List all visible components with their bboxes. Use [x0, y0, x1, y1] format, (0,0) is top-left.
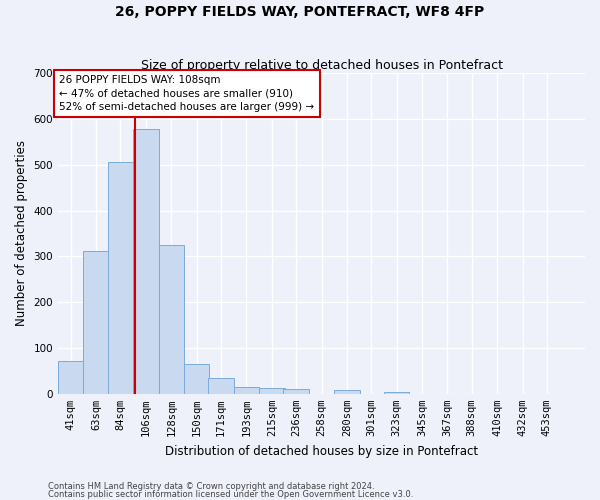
Text: Contains public sector information licensed under the Open Government Licence v3: Contains public sector information licen… — [48, 490, 413, 499]
Bar — [158, 245, 184, 394]
Text: 26, POPPY FIELDS WAY, PONTEFRACT, WF8 4FP: 26, POPPY FIELDS WAY, PONTEFRACT, WF8 4F… — [115, 5, 485, 19]
Bar — [184, 364, 209, 394]
Bar — [83, 251, 109, 394]
Bar — [334, 390, 359, 394]
Bar — [384, 392, 409, 394]
Bar — [283, 389, 309, 394]
Bar — [108, 162, 133, 394]
Title: Size of property relative to detached houses in Pontefract: Size of property relative to detached ho… — [140, 59, 503, 72]
Bar — [58, 361, 83, 394]
X-axis label: Distribution of detached houses by size in Pontefract: Distribution of detached houses by size … — [165, 444, 478, 458]
Text: 26 POPPY FIELDS WAY: 108sqm
← 47% of detached houses are smaller (910)
52% of se: 26 POPPY FIELDS WAY: 108sqm ← 47% of det… — [59, 76, 314, 112]
Text: Contains HM Land Registry data © Crown copyright and database right 2024.: Contains HM Land Registry data © Crown c… — [48, 482, 374, 491]
Bar — [233, 387, 259, 394]
Bar — [259, 388, 284, 394]
Bar — [208, 378, 233, 394]
Y-axis label: Number of detached properties: Number of detached properties — [15, 140, 28, 326]
Bar — [133, 129, 158, 394]
